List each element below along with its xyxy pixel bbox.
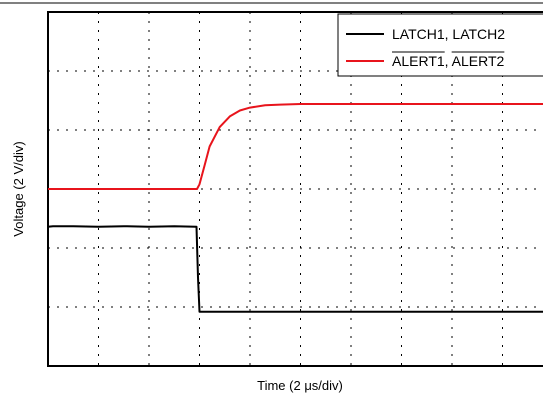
legend-label-latch: LATCH1, LATCH2 xyxy=(392,26,505,42)
y-axis-label: Voltage (2 V/div) xyxy=(11,141,26,236)
x-axis-label: Time (2 μs/div) xyxy=(257,378,343,393)
legend-label-alert: ALERT1, ALERT2 xyxy=(392,53,505,69)
series-line-latch xyxy=(47,225,543,313)
grid xyxy=(48,12,543,366)
legend-box xyxy=(337,13,543,77)
series-line-alert xyxy=(48,103,543,190)
legend: LATCH1, LATCH2 ALERT1, ALERT2 xyxy=(337,13,543,77)
series-layer xyxy=(47,103,543,313)
